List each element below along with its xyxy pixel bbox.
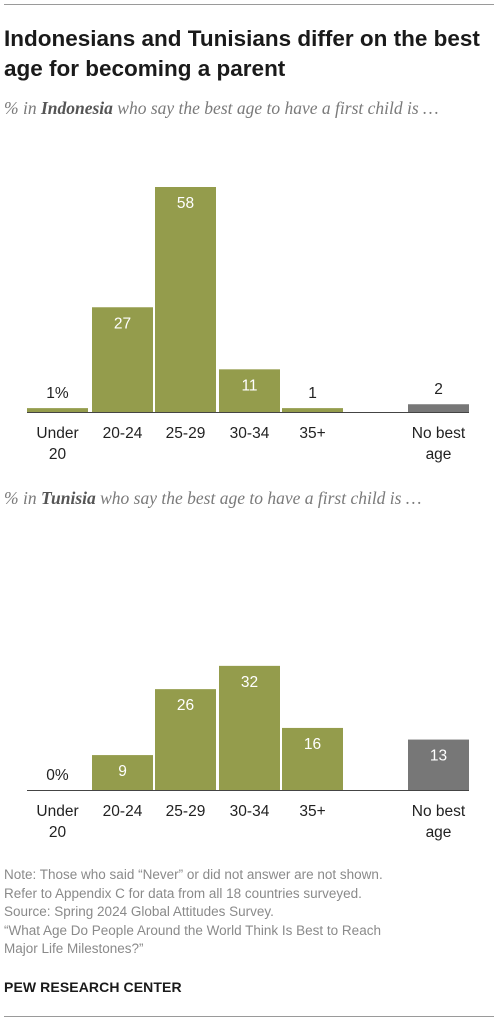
indonesia-category-label-under-20: Under	[36, 425, 78, 442]
chart-title: Indonesians and Tunisians differ on the …	[4, 26, 480, 81]
indonesia-bar-25-29	[155, 187, 216, 412]
tunisia-category-label-25-29: 25-29	[166, 803, 206, 820]
tunisia-category-label-under-20: 20	[49, 824, 67, 841]
indonesia-bar-under-20	[27, 408, 88, 412]
indonesia-subtitle-country: Indonesia	[40, 98, 113, 118]
report-title-line: Major Life Milestones?”	[4, 941, 144, 956]
tunisia-bar-no-best-age	[408, 739, 469, 790]
tunisia-bar-chart: 0% Under 20 9 20-24 26 25-29 32 30-34 16 35+ 13 No b…	[27, 665, 469, 841]
source-line: Source: Spring 2024 Global Attitudes Sur…	[4, 904, 274, 919]
tunisia-subtitle-prefix: % in	[4, 488, 41, 508]
tunisia-value-label-under-20: 0%	[46, 767, 69, 784]
indonesia-value-label-30-34: 11	[241, 377, 257, 394]
tunisia-category-label-30-34: 30-34	[230, 803, 270, 820]
tunisia-value-label-no-best-age: 13	[430, 748, 447, 765]
indonesia-bar-no-best-age	[408, 404, 469, 412]
tunisia-value-label-25-29: 26	[177, 697, 194, 714]
indonesia-bar-chart: 1% Under 20 27 20-24 58 25-29 11 30-34 1 35+ 2 No be…	[27, 187, 469, 463]
tunisia-category-label-35: 35+	[299, 803, 325, 820]
indonesia-value-label-25-29: 58	[177, 195, 194, 212]
note-line: Note: Those who said “Never” or did not …	[4, 867, 383, 882]
indonesia-value-label-no-best-age: 2	[434, 381, 443, 398]
indonesia-category-label-30-34: 30-34	[230, 425, 270, 442]
tunisia-category-label-under-20: Under	[36, 803, 78, 820]
tunisia-subtitle-suffix: who say the best age to have a first chi…	[95, 488, 422, 508]
tunisia-value-label-35: 16	[304, 736, 321, 753]
tunisia-bar-25-29	[155, 689, 216, 790]
tunisia-category-label-no-best-age: No best	[412, 803, 466, 820]
tunisia-value-label-30-34: 32	[241, 674, 258, 691]
tunisia-subtitle: % in Tunisia who say the best age to hav…	[4, 486, 490, 511]
indonesia-category-label-no-best-age: No best	[412, 425, 466, 442]
indonesia-category-label-35: 35+	[299, 425, 325, 442]
indonesia-bar-20-24	[92, 307, 153, 412]
indonesia-value-label-35: 1	[308, 385, 317, 402]
indonesia-subtitle-prefix: % in	[4, 98, 41, 118]
tunisia-value-label-20-24: 9	[118, 763, 127, 780]
tunisia-subtitle-country: Tunisia	[40, 488, 96, 508]
indonesia-bar-35	[282, 408, 343, 412]
pew-research-center-logo: PEW RESEARCH CENTER	[4, 979, 182, 995]
indonesia-subtitle: % in Indonesia who say the best age to h…	[4, 96, 490, 121]
top-rule	[4, 4, 494, 5]
bottom-rule	[4, 1016, 494, 1017]
note-line: Refer to Appendix C for data from all 18…	[4, 885, 362, 901]
indonesia-category-label-20-24: 20-24	[103, 425, 143, 442]
indonesia-category-label-no-best-age: age	[426, 446, 452, 463]
tunisia-bar-35	[282, 727, 343, 790]
tunisia-category-label-20-24: 20-24	[103, 803, 143, 820]
tunisia-bar-30-34	[219, 665, 280, 790]
indonesia-category-label-under-20: 20	[49, 446, 67, 463]
indonesia-bar-30-34	[219, 369, 280, 412]
report-title-line: “What Age Do People Around the World Thi…	[4, 922, 381, 938]
indonesia-subtitle-suffix: who say the best age to have a first chi…	[112, 98, 439, 118]
tunisia-category-label-no-best-age: age	[426, 824, 452, 841]
indonesia-value-label-20-24: 27	[114, 315, 131, 332]
indonesia-value-label-under-20: 1%	[46, 385, 69, 402]
tunisia-bar-20-24	[92, 755, 153, 790]
notes: Note: Those who said “Never” or did not …	[4, 866, 494, 959]
indonesia-category-label-25-29: 25-29	[166, 425, 206, 442]
